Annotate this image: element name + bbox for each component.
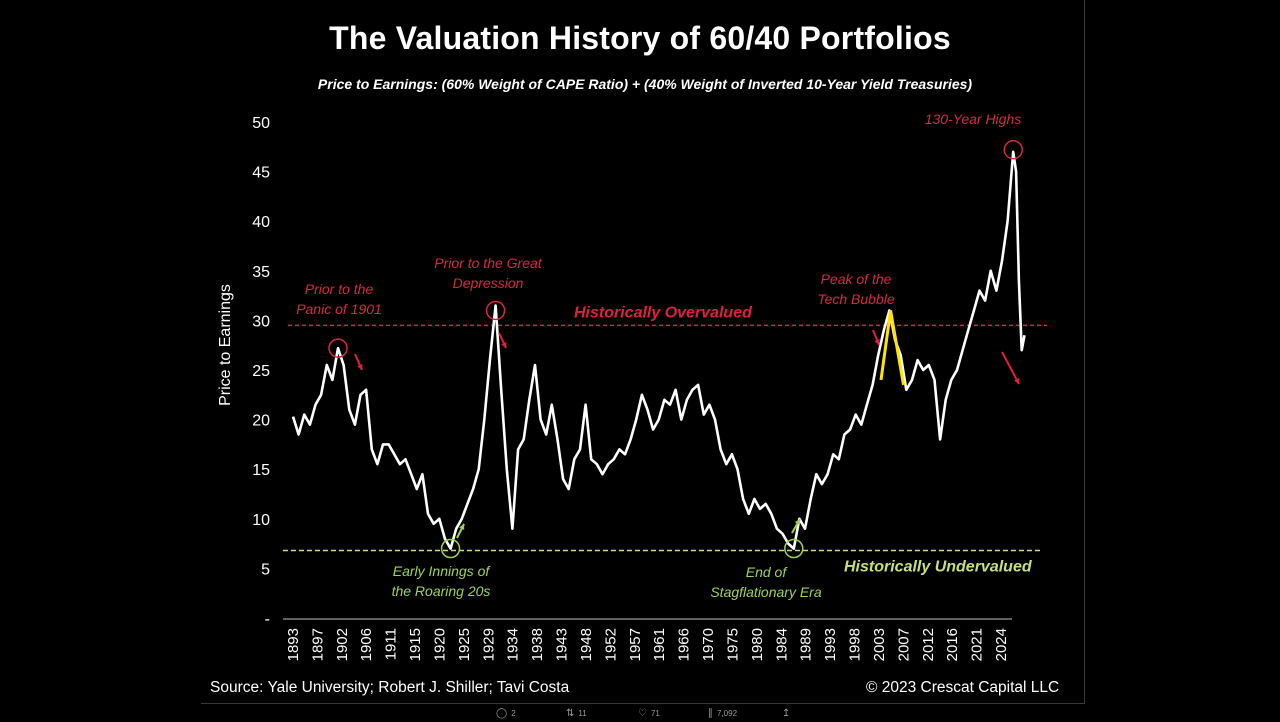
x-tick-label: 1902: [334, 628, 351, 661]
x-tick-label: 1897: [309, 628, 326, 661]
y-tick-label: 45: [252, 165, 270, 182]
x-tick-label: 1934: [505, 628, 522, 661]
y-tick-label: 5: [261, 561, 270, 578]
y-tick-label: 25: [252, 363, 270, 380]
x-tick-label: 1929: [480, 628, 497, 661]
x-tick-label: 1915: [407, 628, 424, 661]
x-tick-label: 1989: [798, 628, 815, 661]
y-tick-label: 10: [252, 512, 270, 529]
x-tick-label: 1998: [847, 628, 864, 661]
view-count: 7,092: [717, 709, 738, 718]
undervalued-label: Historically Undervalued: [844, 559, 1033, 576]
source-text: Source: Yale University; Robert J. Shill…: [210, 679, 570, 696]
y-tick-label: -: [265, 611, 270, 628]
annotation-great-depression: Depression: [453, 275, 524, 291]
x-tick-label: 1984: [773, 628, 790, 661]
overvalued-label: Historically Overvalued: [574, 304, 753, 321]
reply-action[interactable]: ◯ 2: [496, 708, 516, 719]
annotation-stagflation: End of: [746, 564, 789, 580]
x-tick-label: 2007: [895, 628, 912, 661]
x-tick-label: 1893: [285, 628, 302, 661]
x-tick-label: 1993: [822, 628, 839, 661]
chart-frame: [201, 0, 1085, 704]
y-axis-label: Price to Earnings: [217, 284, 234, 406]
x-tick-label: 1948: [578, 628, 595, 661]
annotation-stagflation: Stagflationary Era: [710, 584, 821, 600]
annotation-130-year-highs: 130-Year Highs: [925, 111, 1022, 127]
x-tick-label: 1906: [358, 628, 375, 661]
annotation-roaring-20s: the Roaring 20s: [392, 583, 491, 599]
views-action[interactable]: ∥ 7,092: [708, 708, 737, 719]
x-tick-label: 2012: [920, 628, 937, 661]
annotation-tech-bubble: Peak of the: [821, 271, 892, 287]
down-arrow-1929: [498, 332, 507, 349]
chart-subtitle: Price to Earnings: (60% Weight of CAPE R…: [317, 76, 973, 92]
down-arrow-tech: [872, 329, 880, 346]
y-tick-label: 15: [252, 462, 270, 479]
retweet-action[interactable]: ⇅ 11: [566, 708, 587, 719]
y-tick-label: 50: [252, 115, 270, 132]
x-tick-label: 2016: [944, 628, 961, 661]
share-action[interactable]: ↥: [782, 708, 790, 719]
up-arrow-1921: [456, 523, 465, 539]
y-tick-label: 35: [252, 264, 270, 281]
retweet-icon: ⇅: [566, 708, 575, 719]
trough-circle-1921: [440, 538, 461, 559]
up-arrow-1982: [791, 518, 801, 534]
x-tick-label: 1943: [554, 628, 571, 661]
up-arrow-1921-head: [459, 524, 465, 530]
annotation-great-depression: Prior to the Great: [434, 255, 542, 271]
like-count: 71: [650, 709, 660, 718]
heart-icon: ♡: [638, 708, 647, 719]
down-arrow-1901: [354, 353, 363, 371]
x-tick-label: 1970: [700, 628, 717, 661]
down-arrow-1901-head: [357, 364, 363, 370]
x-tick-label: 1961: [651, 628, 668, 661]
annotation-panic-1901: Prior to the: [305, 281, 374, 297]
retweet-count: 11: [578, 709, 587, 718]
y-tick-label: 30: [252, 313, 270, 330]
y-tick-label: 20: [252, 413, 270, 430]
up-arrow-1982-head: [794, 519, 800, 525]
copyright-text: © 2023 Crescat Capital LLC: [866, 679, 1060, 696]
x-tick-label: 1925: [456, 628, 473, 661]
peak-circle-2021: [1003, 140, 1023, 160]
x-tick-label: 1911: [383, 628, 400, 660]
peak-circle-1901: [328, 338, 348, 358]
trough-circle-1982: [784, 538, 804, 559]
x-tick-label: 1980: [749, 628, 766, 661]
x-tick-label: 2021: [969, 628, 986, 661]
chart-title: The Valuation History of 60/40 Portfolio…: [329, 20, 951, 56]
x-tick-label: 1966: [676, 628, 693, 661]
annotation-roaring-20s: Early Innings of: [393, 563, 492, 579]
down-arrow-2023-head: [1013, 378, 1020, 384]
x-tick-label: 1938: [529, 628, 546, 661]
reply-count: 2: [511, 709, 516, 718]
x-tick-label: 2003: [871, 628, 888, 661]
down-arrow-tech-head: [874, 339, 880, 345]
down-arrow-1929-head: [501, 342, 507, 348]
tweet-action-bar: ◯ 2 ⇅ 11 ♡ 71 ∥ 7,092 ↥: [480, 708, 820, 722]
down-arrow-2023: [1001, 351, 1020, 385]
reply-icon: ◯: [496, 708, 508, 719]
annotation-tech-bubble: Tech Bubble: [817, 291, 895, 307]
series-line: [291, 150, 1026, 550]
down-arrow-2023-shaft: [1001, 351, 1020, 385]
tech-bubble-highlight: [879, 310, 905, 386]
x-tick-label: 1975: [724, 628, 741, 661]
x-tick-label: 1957: [627, 628, 644, 661]
peak-circle-1929: [485, 300, 506, 321]
y-tick-label: 40: [252, 214, 270, 231]
x-tick-label: 2024: [993, 628, 1010, 661]
like-action[interactable]: ♡ 71: [638, 708, 660, 719]
annotation-panic-1901: Panic of 1901: [296, 301, 382, 317]
x-tick-label: 1920: [431, 628, 448, 661]
views-icon: ∥: [708, 708, 713, 719]
x-tick-label: 1952: [602, 628, 619, 661]
share-icon: ↥: [782, 708, 791, 719]
